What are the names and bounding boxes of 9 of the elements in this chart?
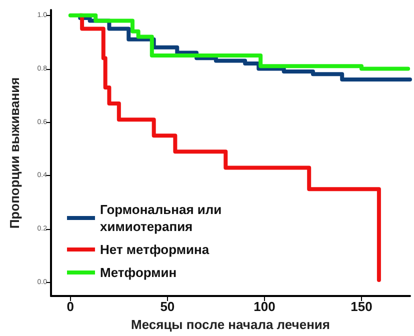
- legend-label: Метформин: [100, 265, 177, 280]
- legend-label: Нет метформина: [100, 242, 210, 257]
- x-tick-label: 150: [350, 299, 372, 314]
- x-tick-label: 100: [254, 299, 276, 314]
- y-axis-title: Пропорции выживания: [7, 77, 22, 229]
- legend-label: Гормональная или химиотерапия: [100, 202, 222, 234]
- x-axis-title: Месяцы после начала лечения: [130, 317, 330, 332]
- x-tick-label: 50: [160, 299, 175, 314]
- x-tick-label: 0: [66, 299, 74, 314]
